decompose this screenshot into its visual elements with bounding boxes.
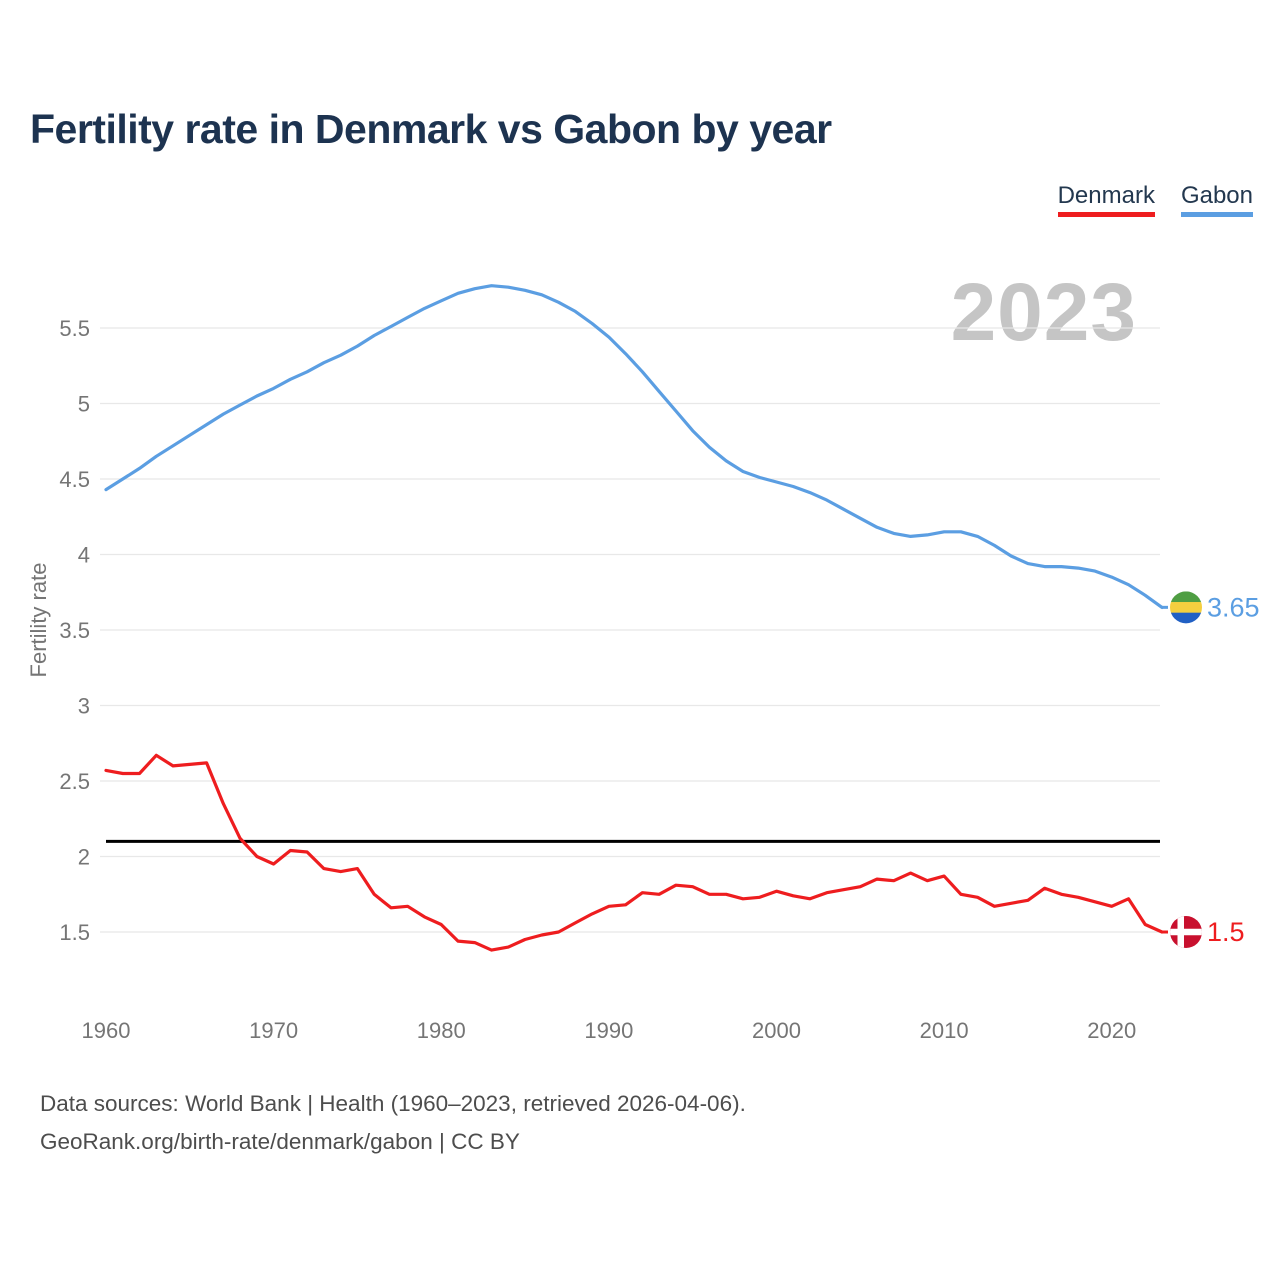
gabon-flag-icon [1170,591,1202,624]
legend: Denmark Gabon [1057,182,1253,217]
x-tick-label: 1980 [417,1018,466,1043]
legend-swatch-denmark [1057,212,1155,217]
x-tick-label: 2020 [1087,1018,1136,1043]
y-tick-label: 2 [78,845,90,870]
x-tick-label: 2010 [920,1018,969,1043]
y-tick-label: 5.5 [59,316,90,341]
series-line-denmark [104,753,1164,952]
x-tick-label: 1990 [584,1018,633,1043]
y-tick-label: 4.5 [59,467,90,492]
gabon-flag-stripe [1170,602,1202,614]
x-tick-label: 2000 [752,1018,801,1043]
x-tick-label: 1960 [82,1018,131,1043]
y-axis-title: Fertility rate [26,563,51,678]
footer-sources: Data sources: World Bank | Health (1960–… [40,1091,746,1116]
legend-label-gabon: Gabon [1180,182,1253,209]
gabon-flag-stripe [1170,591,1202,603]
gabon-flag-stripe [1170,612,1202,624]
page-title: Fertility rate in Denmark vs Gabon by ye… [30,106,832,152]
series-line-gabon [104,284,1164,610]
legend-item-gabon[interactable]: Gabon [1180,182,1253,217]
x-tick-label: 1970 [249,1018,298,1043]
legend-item-denmark[interactable]: Denmark [1057,182,1155,217]
y-tick-label: 3.5 [59,618,90,643]
year-watermark: 2023 [950,267,1137,358]
denmark-flag-cross-h [1170,928,1202,936]
legend-swatch-gabon [1180,212,1253,217]
denmark-flag-icon [1170,916,1202,948]
y-tick-label: 3 [78,694,90,719]
legend-label-denmark: Denmark [1057,182,1155,209]
y-tick-label: 1.5 [59,920,90,945]
footer-link: GeoRank.org/birth-rate/denmark/gabon | C… [40,1129,520,1154]
y-tick-label: 5 [78,392,90,417]
end-value-label-denmark: 1.5 [1207,917,1245,947]
footer: Data sources: World Bank | Health (1960–… [40,1085,746,1161]
y-tick-label: 2.5 [59,769,90,794]
y-tick-label: 4 [78,543,90,568]
end-value-label-gabon: 3.65 [1207,592,1260,622]
